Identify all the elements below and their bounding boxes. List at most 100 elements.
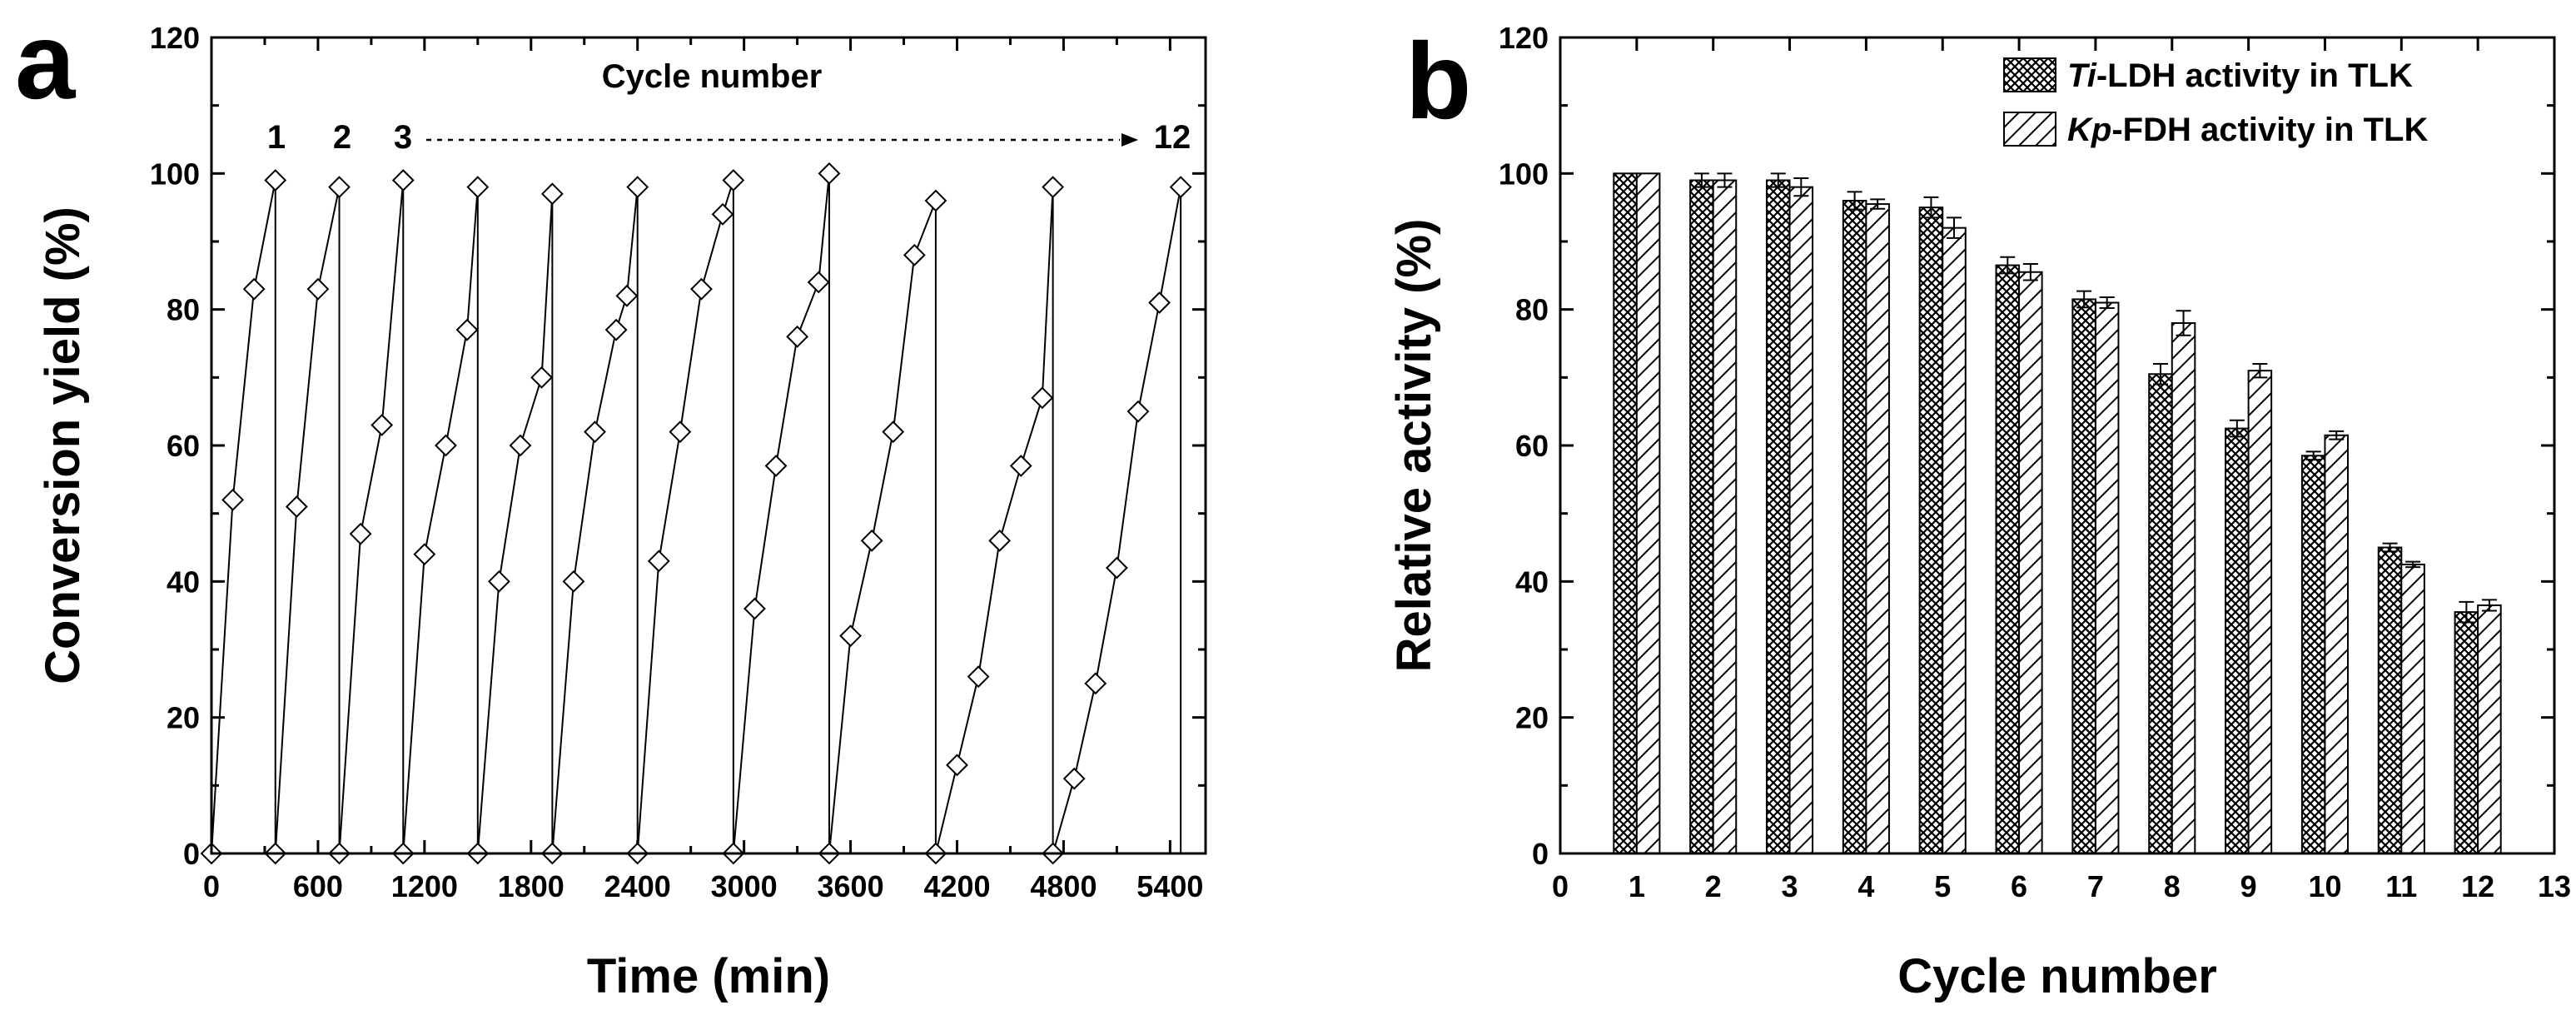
panel-a-diamond-marker (647, 550, 670, 573)
panel-a-x-tick-label: 1800 (498, 869, 564, 903)
panel-a-diamond-marker (903, 243, 926, 266)
cycle-range-arrowhead (1121, 133, 1138, 147)
panel-a-diamond-marker (807, 271, 830, 294)
panel-b-x-tick-label: 8 (2164, 869, 2181, 903)
panel-b-bar-ti-ldh (2071, 298, 2096, 854)
panel-b-x-tick-label: 2 (1705, 869, 1722, 903)
panel-a-cycle-2 (264, 176, 351, 865)
panel-a-cycle-8 (722, 162, 841, 865)
panel-b-bar-kp-fdh (2400, 563, 2425, 855)
panel-a-diamond-marker (1084, 672, 1107, 695)
panel-a-diamond-marker (487, 570, 510, 593)
panel-b-x-tick-label: 4 (1857, 869, 1874, 903)
panel-b-plot-area (1613, 172, 2502, 855)
panel-a-diamond-marker (455, 318, 479, 341)
panel-a-y-tick-label: 80 (167, 293, 200, 327)
panel-b-y-tick-label: 120 (1499, 21, 1549, 55)
cycle-label-2: 2 (333, 119, 351, 156)
panel-a-y-tick-label: 120 (150, 21, 200, 55)
panel-a-cycle-11 (1042, 176, 1192, 865)
panel-b-x-tick-label: 0 (1552, 869, 1569, 903)
panel-b-cycle-group-9 (2225, 363, 2273, 854)
panel-a-diamond-marker (882, 420, 905, 444)
panel-a-y-axis-title: Conversion yield (%) (36, 206, 90, 684)
panel-a-diamond-marker (786, 325, 809, 348)
panel-b-cycle-group-3 (1765, 172, 1814, 854)
panel-a-diamond-marker (584, 420, 606, 444)
panel-b-bar-ti-ldh (1842, 200, 1867, 854)
panel-b-cycle-group-10 (2300, 430, 2350, 854)
panel-a-x-tick-label: 1200 (391, 869, 458, 903)
panel-b-x-tick-label: 10 (2308, 869, 2341, 903)
panel-b-cycle-group-12 (2454, 599, 2502, 855)
panel-a-cycle-line (211, 180, 276, 854)
panel-b-bar-kp-fdh (2477, 604, 2502, 855)
panel-a-x-tick-label: 3000 (711, 869, 778, 903)
panel-a-diamond-marker (264, 169, 287, 192)
panel-a-x-axis-title: Time (min) (587, 949, 830, 1003)
panel-a-diamond-marker (860, 529, 883, 552)
panel-a-cycle-line (636, 180, 734, 854)
panel-a-diamond-marker (711, 202, 734, 226)
panel-a-cycle-10 (924, 176, 1065, 865)
panel-a-diamond-marker (391, 169, 415, 192)
panel-a-diamond-marker (1148, 291, 1171, 314)
panel-a-cycle-3 (328, 169, 415, 865)
panel-a-cycle-line (402, 187, 479, 854)
panel-a-cycle-1 (200, 169, 287, 865)
panel-b-bar-ti-ldh (1995, 264, 2021, 855)
panel-a-cycle-line (732, 173, 830, 854)
panel-a-diamond-marker (722, 169, 745, 192)
panel-a-x-tick-label: 3600 (818, 869, 884, 903)
panel-b-bar-kp-fdh (1942, 226, 1967, 854)
panel-a-diamond-marker (946, 754, 968, 777)
panel-b-bar-kp-fdh (2018, 271, 2043, 854)
panel-b-x-tick-label: 6 (2011, 869, 2027, 903)
panel-a-diamond-marker (435, 434, 457, 457)
panel-b-bar-kp-fdh (1635, 172, 1661, 855)
legend-swatch-diagonal (2003, 112, 2056, 147)
panel-a-diamond-marker (242, 277, 266, 301)
panel-a-cycle-line (338, 180, 405, 854)
panel-a-x-tick-label: 600 (293, 869, 343, 903)
legend-label-kp-fdh-italic: Kp (2067, 112, 2111, 148)
panel-a-cycle-7 (626, 169, 745, 865)
panel-b-cycle-group-7 (2071, 290, 2120, 854)
legend-label-kp-fdh-rest: -FDH activity in TLK (2111, 112, 2428, 148)
panel-b-x-tick-label: 3 (1782, 869, 1798, 903)
panel-a-cycle-6 (540, 176, 649, 865)
panel-a-cycle-line (551, 187, 639, 854)
panel-a-diamond-marker (349, 522, 372, 545)
panel-b-bar-ti-ldh (1765, 179, 1791, 854)
panel-b-bar-ti-ldh (1613, 172, 1638, 855)
panel-a-diamond-marker (690, 277, 713, 301)
panel-b-legend: Ti-LDH activity in TLK Kp-FDH activity i… (2003, 57, 2428, 148)
panel-a-diamond-marker (669, 420, 692, 444)
panel-a-diamond-marker (839, 624, 862, 648)
panel-a-diamond-marker (562, 570, 585, 593)
panel-a-cycle-line (828, 200, 937, 854)
panel-b-x-tick-label: 1 (1629, 869, 1645, 903)
panel-b-y-tick-label: 80 (1515, 293, 1549, 327)
panel-a-x-tick-label: 5400 (1136, 869, 1203, 903)
panel-a-frame (210, 36, 1207, 855)
panel-b-bar-kp-fdh (2324, 434, 2350, 854)
panel-b-y-tick-label: 40 (1515, 565, 1549, 599)
panel-b-cycle-group-2 (1689, 172, 1738, 854)
panel-b-y-tick-label: 60 (1515, 429, 1549, 463)
panel-a-cycle-5 (466, 182, 564, 865)
panel-a-y-tick-label: 20 (167, 701, 200, 735)
panel-a-x-tick-label: 4800 (1030, 869, 1097, 903)
panel-b-bar-ti-ldh (1918, 206, 1944, 854)
panel-a-diamond-marker (306, 277, 330, 301)
legend-label-ti-ldh-rest: -LDH activity in TLK (2096, 57, 2413, 94)
panel-a-x-tick-label: 2400 (604, 869, 671, 903)
panel-a-y-tick-label: 100 (150, 157, 200, 191)
panel-a-conversion-chart: a Cycle number 1 2 3 12 0204060801001200… (15, 0, 1207, 1003)
panel-a-cycle-9 (818, 189, 947, 865)
panel-a-y-tick-label: 0 (183, 837, 200, 871)
panel-a-diamond-marker (466, 176, 490, 199)
panel-b-bar-ti-ldh (2225, 427, 2250, 854)
panel-b-y-tick-label: 0 (1532, 837, 1549, 871)
